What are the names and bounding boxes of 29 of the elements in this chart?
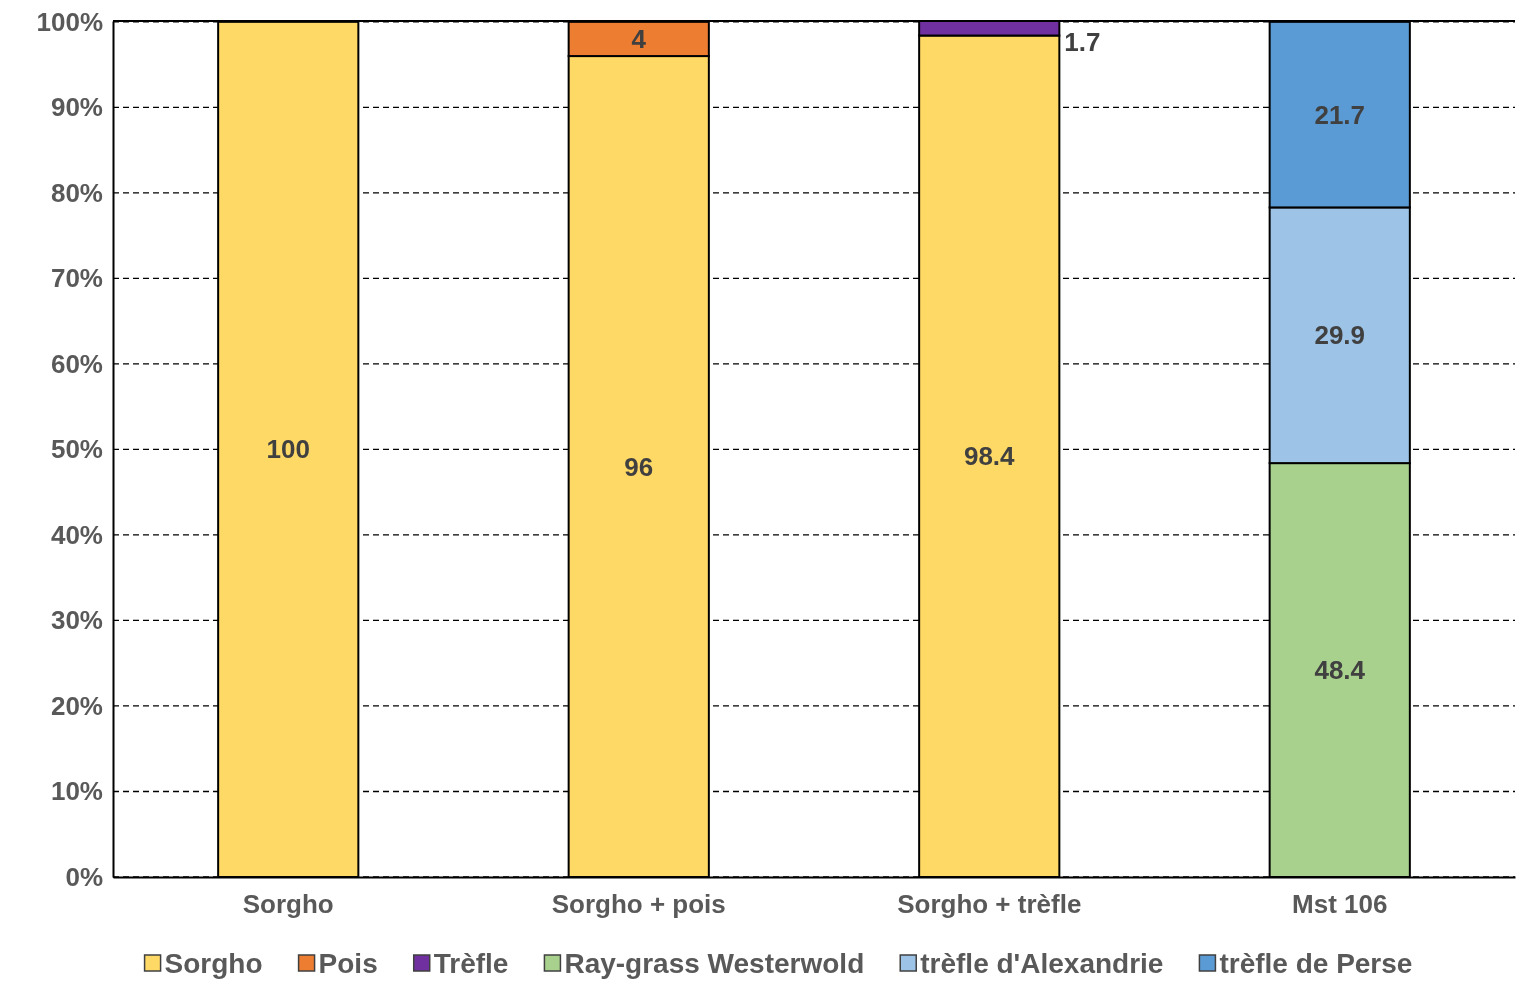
y-tick-label: 20%: [50, 690, 103, 721]
legend-label: Ray-grass Westerwold: [564, 947, 865, 979]
data-label: 96: [624, 451, 654, 482]
x-tick-label: Mst 106: [1292, 889, 1388, 920]
data-label: 21.7: [1314, 99, 1366, 130]
y-tick-label: 40%: [50, 519, 103, 550]
y-tick-label: 10%: [50, 776, 103, 807]
y-tick-label: 50%: [50, 434, 103, 465]
y-tick-label: 70%: [50, 263, 103, 294]
data-label: 100: [266, 434, 310, 465]
data-label: 48.4: [1314, 655, 1366, 686]
data-label: 1.7: [1064, 27, 1101, 58]
y-tick-label: 100%: [36, 6, 103, 37]
y-tick-label: 30%: [50, 605, 103, 636]
y-tick-label: 90%: [50, 92, 103, 123]
data-label: 98.4: [963, 441, 1016, 472]
legend-label: trèfle d'Alexandrie: [920, 947, 1164, 979]
data-label: 4: [631, 23, 647, 54]
y-tick-label: 0%: [65, 861, 103, 892]
legend-label: trèfle de Perse: [1219, 947, 1413, 979]
legend-label: Trèfle: [433, 947, 509, 979]
data-label: 29.9: [1314, 320, 1366, 351]
legend-label: Sorgho: [164, 947, 263, 979]
x-tick-label: Sorgho + pois: [551, 889, 726, 920]
x-tick-label: Sorgho: [242, 889, 334, 920]
y-tick-label: 80%: [50, 177, 103, 208]
y-tick-label: 60%: [50, 348, 103, 379]
legend-label: Pois: [318, 947, 378, 979]
x-tick-label: Sorgho + trèfle: [897, 889, 1082, 920]
